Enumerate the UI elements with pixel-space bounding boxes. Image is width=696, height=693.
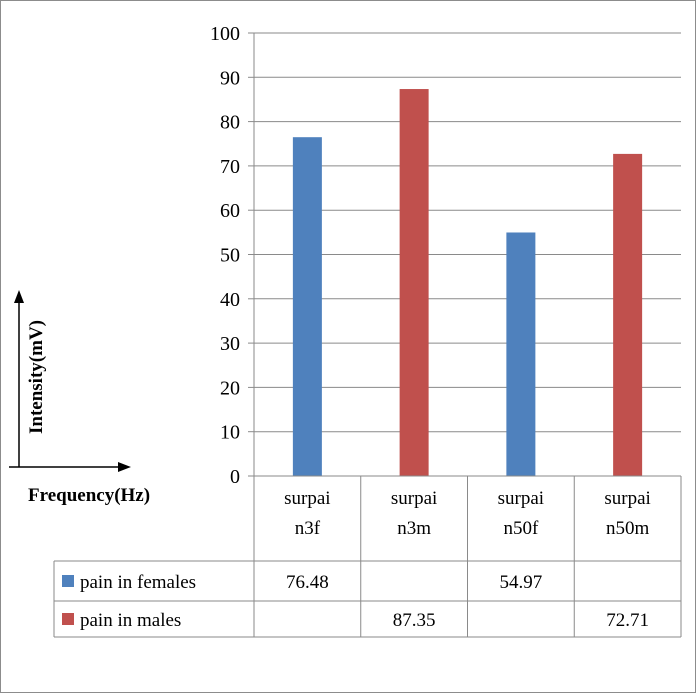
y-tick-label: 20 xyxy=(220,377,240,399)
y-tick-label: 100 xyxy=(210,23,240,45)
x-tick-label: n50m xyxy=(606,518,650,539)
x-tick-label: surpai xyxy=(391,488,437,509)
bar xyxy=(292,137,322,476)
legend-label: pain in males xyxy=(80,610,181,631)
y-tick-label: 70 xyxy=(220,156,240,178)
legend-key xyxy=(62,613,74,625)
x-tick-label: surpai xyxy=(498,488,544,509)
data-label: 54.97 xyxy=(500,572,543,593)
legend-label: pain in females xyxy=(80,572,196,593)
gridlines xyxy=(248,32,681,477)
data-table: surpai n3f surpai n3m surpai n50f surpai n50m pa… xyxy=(53,475,682,638)
x-tick-label: n3f xyxy=(295,518,321,539)
y-tick-label: 90 xyxy=(220,67,240,89)
bar xyxy=(399,89,429,477)
x-arrow-head xyxy=(118,462,131,472)
y-tick-label: 60 xyxy=(220,200,240,222)
y-axis-ticks: 0 10 20 30 40 50 60 70 80 90 100 xyxy=(210,23,240,488)
x-tick-label: n3m xyxy=(397,518,431,539)
y-tick-label: 80 xyxy=(220,112,240,134)
y-tick-label: 50 xyxy=(220,245,240,267)
data-label: 72.71 xyxy=(606,610,649,631)
axis-arrows xyxy=(9,290,131,472)
bars xyxy=(292,89,643,477)
legend-key xyxy=(62,575,74,587)
y-tick-label: 0 xyxy=(230,466,240,488)
y-tick-label: 10 xyxy=(220,422,240,444)
data-label: 87.35 xyxy=(393,610,436,631)
x-tick-label: surpai xyxy=(284,488,330,509)
x-tick-label: surpai xyxy=(604,488,650,509)
bar xyxy=(506,232,536,476)
y-axis-title: Intensity(mV) xyxy=(26,320,47,434)
x-tick-label: n50f xyxy=(503,518,539,539)
y-tick-label: 40 xyxy=(220,289,240,311)
y-arrow-head xyxy=(14,290,24,303)
x-axis-title: Frequency(Hz) xyxy=(28,485,150,506)
bar xyxy=(613,153,643,476)
y-tick-label: 30 xyxy=(220,333,240,355)
data-label: 76.48 xyxy=(286,572,329,593)
